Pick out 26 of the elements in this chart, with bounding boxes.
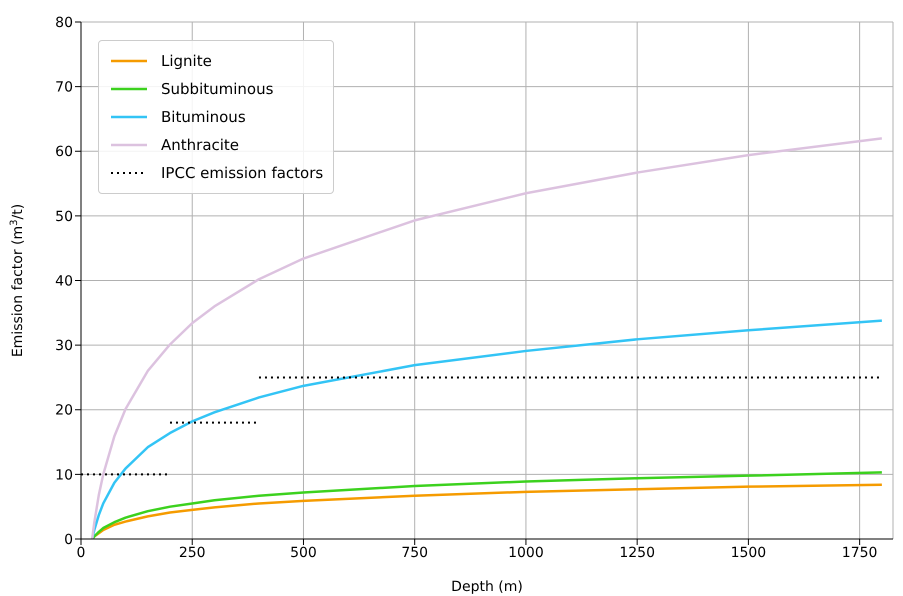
x-tick-label: 500 — [290, 544, 317, 561]
x-axis-title: Depth (m) — [451, 579, 523, 595]
y-tick-label: 80 — [55, 14, 73, 31]
x-tick-label: 750 — [401, 544, 428, 561]
line-series — [90, 319, 884, 539]
x-tick-label: 1000 — [508, 544, 544, 561]
y-tick-label: 60 — [55, 144, 73, 160]
y-tick-label: 40 — [55, 273, 73, 290]
y-tick-label: 10 — [55, 467, 73, 484]
x-tick-label: 1250 — [619, 544, 655, 561]
legend-label: Lignite — [161, 52, 212, 70]
x-tick-label: 0 — [76, 544, 86, 561]
line-series — [90, 471, 884, 539]
line-series — [90, 137, 884, 539]
y-tick-label: 70 — [55, 80, 73, 96]
y-tick-label: 50 — [55, 208, 73, 225]
legend-label: Subbituminous — [161, 80, 274, 98]
legend-label: IPCC emission factors — [161, 164, 324, 182]
x-tick-label: 1500 — [730, 544, 766, 561]
y-tick-label: 30 — [55, 338, 73, 354]
y-tick-label: 0 — [64, 532, 73, 548]
legend-label: Bituminous — [161, 108, 246, 126]
x-tick-label: 1750 — [842, 544, 878, 561]
x-tick-label: 250 — [178, 544, 206, 561]
legend-label: Anthracite — [161, 136, 240, 154]
y-tick-label: 20 — [55, 402, 73, 419]
